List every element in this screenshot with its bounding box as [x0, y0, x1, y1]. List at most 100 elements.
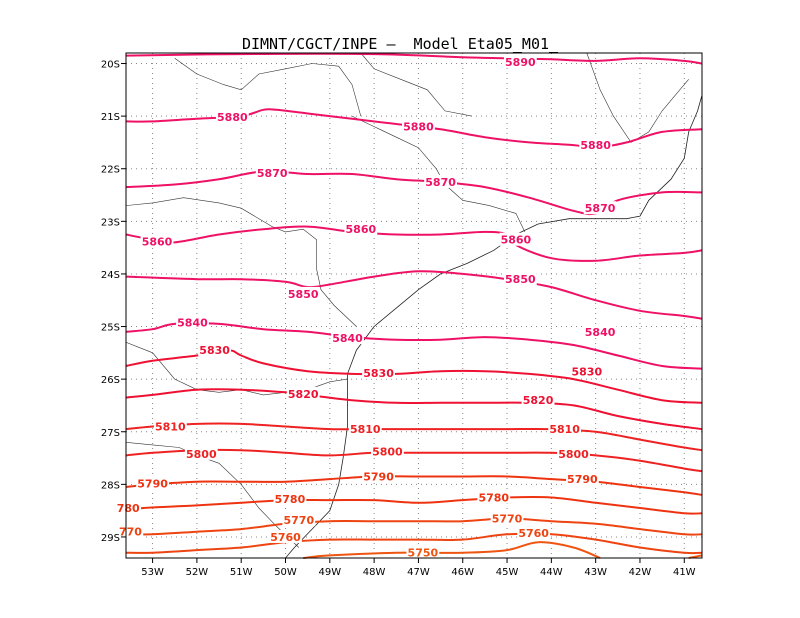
contour-label-bg	[362, 469, 395, 483]
contour-label-bg	[503, 54, 537, 68]
contour-label-bg	[286, 386, 320, 400]
contour-label-bg	[406, 545, 440, 559]
contour-label-bg	[153, 419, 187, 433]
contour-label-bg	[362, 365, 395, 379]
contour-label-bg	[548, 422, 582, 436]
contour-label: 5870	[257, 167, 288, 180]
contour-label: 5840	[585, 326, 616, 339]
y-tick-label: 25S	[101, 323, 120, 334]
x-tick-label: 42W	[629, 567, 652, 578]
contour-line-5850	[125, 270, 703, 320]
contour-label-bg	[583, 201, 617, 215]
contour-label: 5810	[350, 423, 381, 436]
contour-label: 5770	[492, 513, 523, 526]
contour-label-bg	[499, 232, 533, 246]
contour-label: 5790	[363, 470, 394, 483]
state-border	[272, 226, 357, 327]
contour-line-5790	[125, 475, 703, 496]
contour-label: 5810	[155, 420, 186, 433]
contour-label-bg	[140, 234, 174, 248]
contour-label-bg	[215, 110, 249, 124]
contour-label-bg	[371, 444, 404, 458]
y-tick-label: 20S	[101, 60, 120, 71]
contour-label: 5800	[186, 448, 217, 461]
plot-frame	[125, 52, 703, 559]
x-tick-label: 41W	[673, 567, 696, 578]
contour-label-bg	[117, 524, 144, 538]
x-tick-label: 44W	[540, 567, 563, 578]
contour-label-bg	[521, 393, 555, 407]
contour-label: 5860	[346, 223, 377, 236]
contour-label-bg	[273, 492, 307, 506]
state-border	[125, 442, 300, 548]
y-tick-label: 21S	[101, 112, 120, 123]
contour-label: 5810	[549, 423, 580, 436]
contour-label: 5820	[288, 388, 319, 401]
contour-label: 5890	[505, 56, 536, 69]
contour-line-5810	[125, 422, 703, 452]
state-border	[360, 52, 472, 117]
contour-label-bg	[184, 446, 218, 460]
contour-label: 5870	[585, 202, 616, 215]
contour-label: 5860	[501, 234, 532, 247]
x-tick-label: 43W	[584, 567, 607, 578]
contour-label: 5780	[275, 493, 306, 506]
x-tick-label: 53W	[141, 567, 164, 578]
x-tick-label: 52W	[186, 567, 209, 578]
contour-label: 5850	[505, 273, 536, 286]
y-tick-label: 28S	[101, 480, 120, 491]
contour-label-bg	[286, 286, 320, 300]
contour-label-bg	[477, 490, 511, 504]
contour-label-bg	[115, 501, 142, 515]
contour-label: 5830	[571, 365, 602, 378]
contour-label: 5830	[363, 367, 394, 380]
x-tick-label: 51W	[230, 567, 253, 578]
contour-label-bg	[565, 472, 599, 486]
contour-label: 5840	[332, 332, 363, 345]
y-tick-label: 27S	[101, 428, 120, 439]
contour-line-5760	[125, 532, 703, 555]
contour-label-bg	[344, 222, 378, 236]
contour-label: 5800	[558, 448, 589, 461]
contour-label-bg	[402, 119, 435, 133]
contour-label: 5840	[177, 316, 208, 329]
contour-label-bg	[348, 422, 382, 436]
contour-label: 5830	[199, 344, 230, 357]
contour-label: 5880	[580, 139, 611, 152]
contour-label: 5760	[270, 531, 301, 544]
contour-line-5750	[303, 541, 601, 559]
contour-label-bg	[424, 174, 457, 188]
title-line-1: DIMNT/CGCT/INPE – Model Eta05_M01_	[241, 35, 559, 53]
contour-label-bg	[579, 138, 613, 152]
axes: 53W 52W 51W 50W 49W 48W 47W 46W 45W 44W 43W 42W 41W 2…	[101, 60, 696, 578]
contour-label-bg	[557, 446, 590, 460]
contour-label-bg	[517, 525, 551, 539]
contour-label: 5800	[372, 446, 403, 459]
contour-label-bg	[136, 476, 169, 490]
contour-label: 5860	[142, 235, 173, 248]
grid-lines	[126, 53, 702, 558]
contour-labels: 5890 5880 5880 5880 5870 5870 5870 5860 5860 5860…	[115, 54, 617, 560]
contour-label-bg	[198, 343, 232, 357]
contour-line-5820	[125, 388, 703, 431]
state-border	[586, 52, 689, 143]
contour-label: 5750	[408, 547, 439, 560]
x-tick-label: 49W	[319, 567, 342, 578]
x-tick-label: 45W	[496, 567, 519, 578]
contour-label-bg	[490, 511, 524, 525]
contour-line-5860	[125, 225, 703, 262]
contour-label: 5820	[523, 394, 554, 407]
contour-label: 5790	[137, 477, 168, 490]
contour-label: 5850	[288, 288, 319, 301]
y-tick-label: 23S	[101, 217, 120, 228]
contour-label: 5880	[403, 121, 434, 134]
contour-label-bg	[176, 315, 209, 329]
contour-label: 5870	[425, 176, 456, 189]
contour-label: 770	[119, 526, 142, 539]
contour-label: 780	[117, 502, 140, 515]
contour-label-bg	[331, 331, 364, 345]
contour-label: 5760	[518, 527, 549, 540]
contour-label-bg	[503, 272, 537, 286]
y-tick-label: 22S	[101, 165, 120, 176]
